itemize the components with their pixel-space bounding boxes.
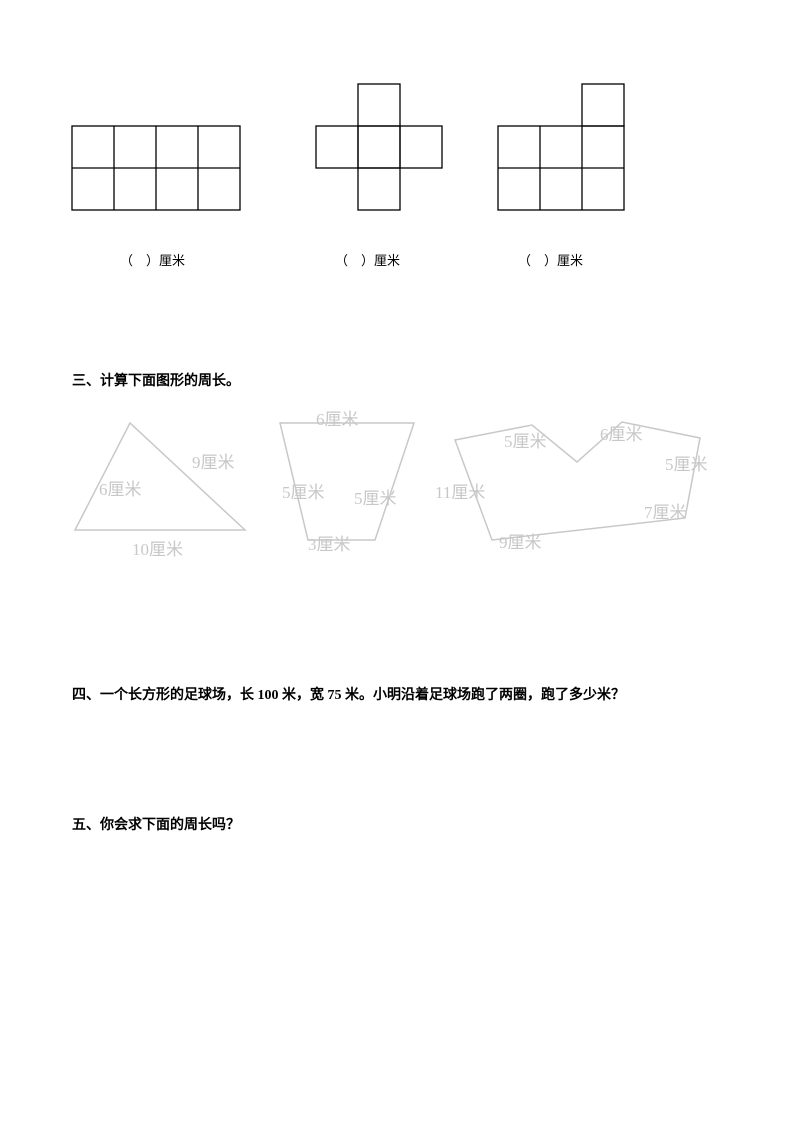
- grid-shape-2: [316, 84, 442, 210]
- section-three-heading: 三、计算下面图形的周长。: [72, 370, 240, 390]
- triangle-side-b: 9厘米: [192, 448, 235, 473]
- poly-s1: 5厘米: [504, 427, 547, 452]
- triangle-side-c: 10厘米: [132, 535, 183, 560]
- poly-s3: 5厘米: [665, 450, 708, 475]
- poly-s5: 9厘米: [499, 528, 542, 553]
- section-four-heading: 四、一个长方形的足球场，长 100 米，宽 75 米。小明沿着足球场跑了两圈，跑…: [72, 684, 728, 704]
- trapezoid-left: 5厘米: [282, 478, 325, 503]
- trapezoid-top: 6厘米: [316, 405, 359, 430]
- section-five-heading: 五、你会求下面的周长吗？: [72, 814, 240, 834]
- caption-3: （ ）厘米: [518, 250, 583, 269]
- poly-s6: 11厘米: [435, 478, 485, 503]
- poly-s2: 6厘米: [600, 420, 643, 445]
- poly-s4: 7厘米: [644, 498, 687, 523]
- caption-2: （ ）厘米: [335, 250, 400, 269]
- grid-shape-3: [498, 84, 624, 210]
- grid-shapes-svg: [0, 80, 800, 320]
- caption-1: （ ）厘米: [120, 250, 185, 269]
- trapezoid-bottom: 3厘米: [308, 530, 351, 555]
- triangle-side-a: 6厘米: [99, 475, 142, 500]
- trapezoid-right: 5厘米: [354, 484, 397, 509]
- grid-shape-1: [72, 126, 240, 210]
